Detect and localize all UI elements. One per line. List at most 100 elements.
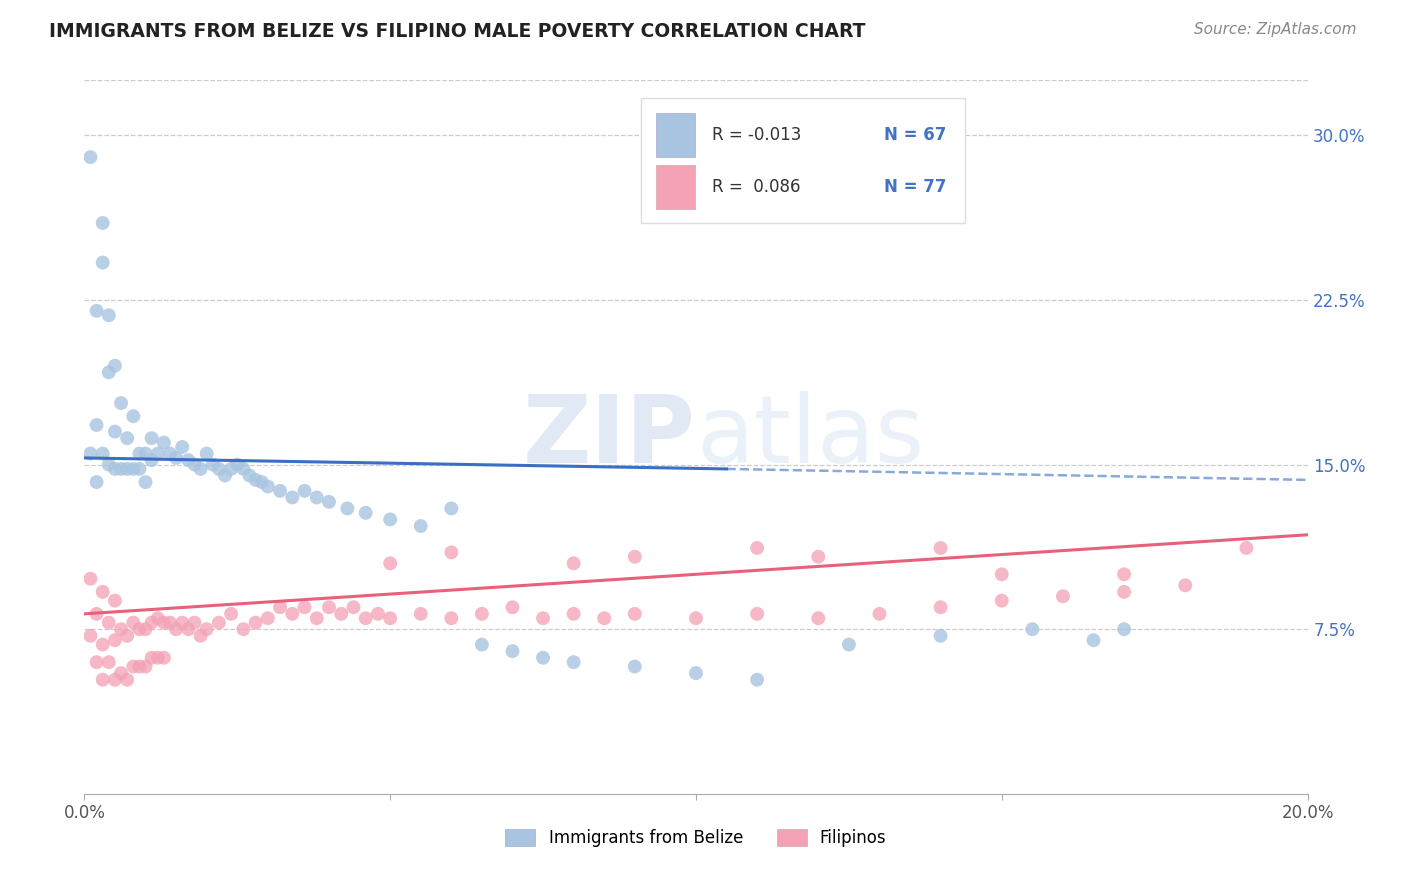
Point xyxy=(257,611,280,625)
Point xyxy=(172,440,194,454)
Point xyxy=(79,629,101,643)
Point xyxy=(991,593,1014,607)
Point xyxy=(440,501,463,516)
Point xyxy=(232,622,254,636)
Point xyxy=(146,446,169,460)
Point xyxy=(380,512,402,526)
Point xyxy=(91,585,114,599)
Point xyxy=(128,462,150,476)
Point xyxy=(165,450,187,465)
Point xyxy=(471,638,494,652)
Point xyxy=(380,611,402,625)
Point xyxy=(281,607,304,621)
Point xyxy=(195,622,218,636)
Point xyxy=(79,446,101,460)
Point xyxy=(245,473,267,487)
Point xyxy=(135,659,157,673)
Point xyxy=(214,468,236,483)
Point xyxy=(190,629,212,643)
Point xyxy=(991,567,1014,582)
Point xyxy=(305,611,328,625)
Point xyxy=(624,549,647,564)
Point xyxy=(195,446,218,460)
Point xyxy=(165,622,187,636)
Point xyxy=(91,673,114,687)
Point xyxy=(354,611,377,625)
Point xyxy=(115,431,138,445)
Point xyxy=(838,638,860,652)
Point xyxy=(318,600,340,615)
Point xyxy=(104,425,127,439)
Point xyxy=(153,435,176,450)
Point xyxy=(440,611,463,625)
Point xyxy=(208,462,231,476)
Point xyxy=(115,462,138,476)
FancyBboxPatch shape xyxy=(655,113,695,157)
FancyBboxPatch shape xyxy=(641,98,965,223)
Point xyxy=(1114,622,1136,636)
Point xyxy=(342,600,364,615)
Point xyxy=(97,655,120,669)
Text: N = 77: N = 77 xyxy=(884,178,946,196)
Point xyxy=(929,600,952,615)
Point xyxy=(104,593,127,607)
Point xyxy=(91,446,114,460)
Point xyxy=(219,607,242,621)
Point xyxy=(685,666,707,681)
Text: R =  0.086: R = 0.086 xyxy=(711,178,800,196)
Point xyxy=(562,557,585,571)
Point xyxy=(115,629,138,643)
Point xyxy=(177,622,200,636)
Point xyxy=(183,615,205,630)
Point xyxy=(232,462,254,476)
Point xyxy=(929,541,952,555)
Point xyxy=(141,431,163,445)
Point xyxy=(409,519,432,533)
Point xyxy=(190,462,212,476)
Point xyxy=(269,600,291,615)
Point xyxy=(250,475,273,489)
Point xyxy=(86,303,108,318)
Point xyxy=(593,611,616,625)
Point xyxy=(245,615,267,630)
Point xyxy=(929,629,952,643)
Point xyxy=(257,479,280,493)
Point xyxy=(153,615,176,630)
Point xyxy=(128,659,150,673)
Point xyxy=(471,607,494,621)
Point xyxy=(104,633,127,648)
Point xyxy=(91,638,114,652)
Point xyxy=(330,607,353,621)
Point xyxy=(122,615,145,630)
Point xyxy=(153,650,176,665)
Point xyxy=(807,549,830,564)
Point xyxy=(159,615,181,630)
Point xyxy=(531,611,554,625)
Point xyxy=(97,308,120,322)
Point xyxy=(86,475,108,489)
Point xyxy=(624,659,647,673)
Point xyxy=(226,458,249,472)
Point xyxy=(281,491,304,505)
Point xyxy=(91,216,114,230)
Point xyxy=(110,622,132,636)
Point xyxy=(128,446,150,460)
FancyBboxPatch shape xyxy=(655,165,695,210)
Point xyxy=(122,409,145,424)
Point xyxy=(336,501,359,516)
Point xyxy=(183,458,205,472)
Point xyxy=(1114,567,1136,582)
Point xyxy=(110,462,132,476)
Point xyxy=(208,615,231,630)
Point xyxy=(135,622,157,636)
Point xyxy=(110,396,132,410)
Point xyxy=(122,462,145,476)
Point xyxy=(562,655,585,669)
Point xyxy=(747,607,769,621)
Point xyxy=(380,557,402,571)
Point xyxy=(747,541,769,555)
Point xyxy=(104,359,127,373)
Point xyxy=(1174,578,1197,592)
Point xyxy=(104,673,127,687)
Point xyxy=(115,673,138,687)
